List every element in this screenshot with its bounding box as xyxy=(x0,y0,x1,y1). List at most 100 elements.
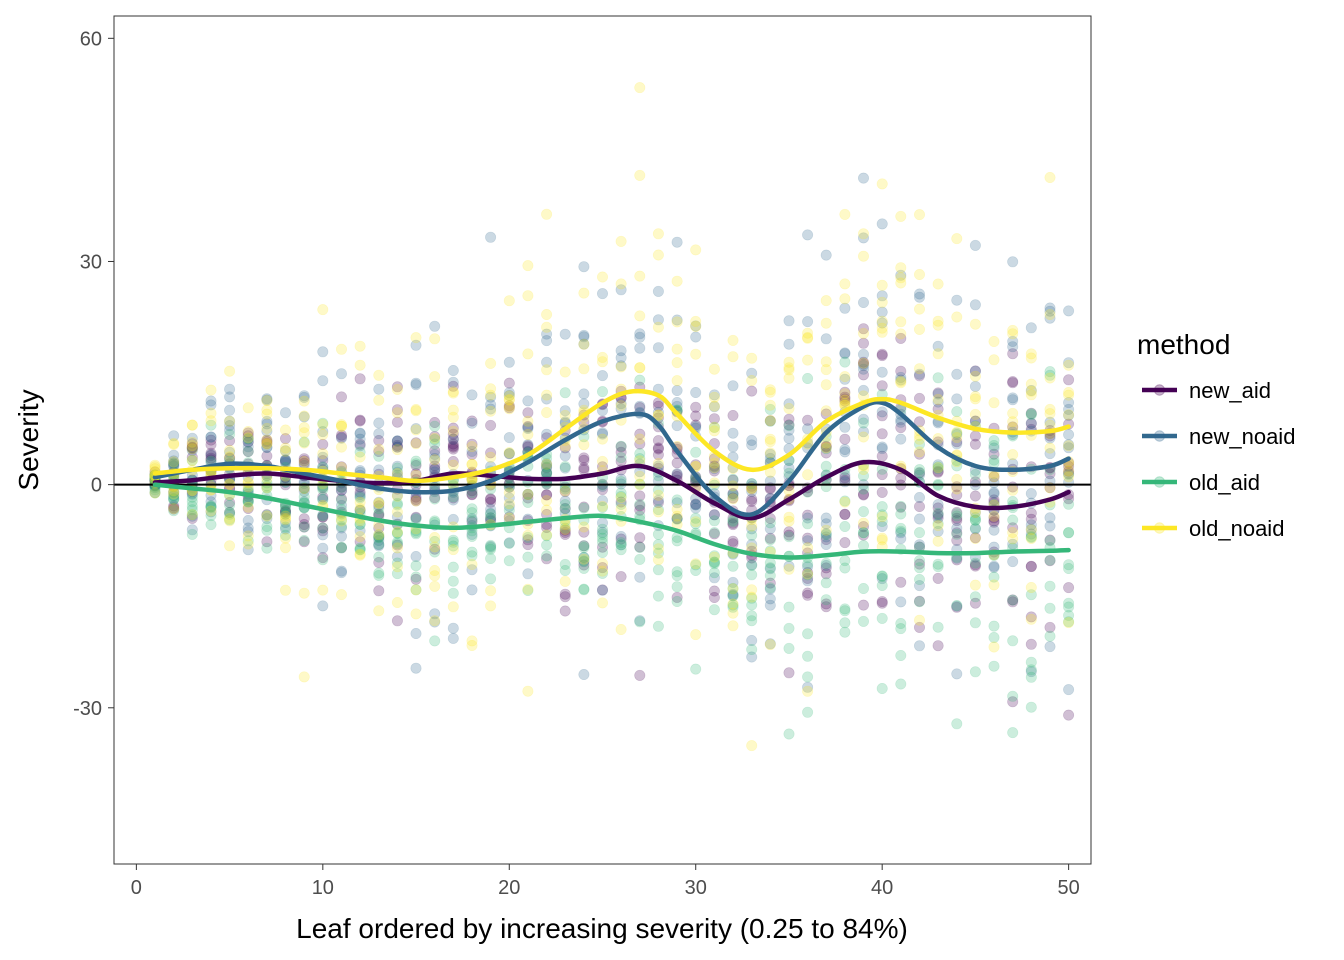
point-new_noaid xyxy=(652,285,664,297)
point-old_noaid xyxy=(391,542,403,554)
point-new_noaid xyxy=(746,439,758,451)
point-new_noaid xyxy=(485,231,497,243)
point-new_noaid xyxy=(615,530,627,542)
point-old_aid xyxy=(279,529,291,541)
point-old_noaid xyxy=(317,584,329,596)
point-old_aid xyxy=(690,512,702,524)
point-old_aid xyxy=(279,508,291,520)
point-old_aid xyxy=(1025,531,1037,543)
point-new_noaid xyxy=(857,232,869,244)
point-old_noaid xyxy=(690,244,702,256)
point-new_noaid xyxy=(857,413,869,425)
point-new_noaid xyxy=(503,356,515,368)
point-new_aid xyxy=(559,588,571,600)
point-old_aid xyxy=(410,560,422,572)
point-old_noaid xyxy=(503,400,515,412)
point-old_aid xyxy=(671,535,683,547)
point-new_noaid xyxy=(429,452,441,464)
point-new_aid xyxy=(1063,709,1075,721)
point-new_aid xyxy=(298,518,310,530)
point-new_noaid xyxy=(820,559,832,571)
point-new_noaid xyxy=(466,389,478,401)
point-old_noaid xyxy=(895,210,907,222)
point-old_aid xyxy=(261,542,273,554)
point-old_noaid xyxy=(224,415,236,427)
point-new_aid xyxy=(596,541,608,553)
point-old_aid xyxy=(764,403,776,415)
point-old_noaid xyxy=(261,404,273,416)
point-new_noaid xyxy=(951,600,963,612)
point-old_aid xyxy=(820,577,832,589)
point-old_aid xyxy=(708,604,720,616)
point-new_noaid xyxy=(503,492,515,504)
point-new_aid xyxy=(186,512,198,524)
point-new_noaid xyxy=(335,567,347,579)
point-new_aid xyxy=(820,441,832,453)
point-new_noaid xyxy=(168,449,180,461)
point-new_noaid xyxy=(1063,684,1075,696)
point-old_aid xyxy=(429,546,441,558)
point-new_aid xyxy=(242,427,254,439)
point-old_aid xyxy=(839,520,851,532)
point-new_noaid xyxy=(802,681,814,693)
point-old_aid xyxy=(1025,409,1037,421)
point-old_aid xyxy=(615,440,627,452)
point-old_noaid xyxy=(820,364,832,376)
point-new_noaid xyxy=(354,427,366,439)
point-new_aid xyxy=(205,449,217,461)
point-new_noaid xyxy=(205,431,217,443)
point-old_noaid xyxy=(410,405,422,417)
point-old_noaid xyxy=(1044,172,1056,184)
point-new_aid xyxy=(1025,507,1037,519)
point-new_aid xyxy=(522,492,534,504)
point-old_noaid xyxy=(802,469,814,481)
point-new_noaid xyxy=(1063,409,1075,421)
point-new_noaid xyxy=(839,446,851,458)
point-old_noaid xyxy=(764,384,776,396)
point-new_aid xyxy=(485,447,497,459)
point-old_noaid xyxy=(466,558,478,570)
point-old_noaid xyxy=(783,364,795,376)
point-new_noaid xyxy=(168,430,180,442)
point-old_aid xyxy=(1007,727,1019,739)
point-old_aid xyxy=(652,564,664,576)
point-old_aid xyxy=(354,542,366,554)
point-new_aid xyxy=(578,540,590,552)
point-old_aid xyxy=(764,562,776,574)
point-new_aid xyxy=(354,414,366,426)
point-old_aid xyxy=(205,501,217,513)
point-old_aid xyxy=(447,534,459,546)
point-old_noaid xyxy=(298,482,310,494)
point-old_noaid xyxy=(242,476,254,488)
point-new_aid xyxy=(615,571,627,583)
point-old_noaid xyxy=(429,531,441,543)
point-old_noaid xyxy=(652,409,664,421)
point-new_noaid xyxy=(671,396,683,408)
point-old_noaid xyxy=(708,425,720,437)
point-old_noaid xyxy=(522,488,534,500)
point-old_noaid xyxy=(541,364,553,376)
point-old_aid xyxy=(1044,369,1056,381)
point-new_aid xyxy=(1025,638,1037,650)
point-old_noaid xyxy=(410,495,422,507)
point-new_aid xyxy=(261,450,273,462)
point-new_aid xyxy=(522,441,534,453)
point-new_aid xyxy=(1044,555,1056,567)
point-new_noaid xyxy=(335,522,347,534)
point-old_aid xyxy=(932,463,944,475)
legend-label: new_aid xyxy=(1189,378,1271,403)
point-new_noaid xyxy=(746,434,758,446)
point-old_aid xyxy=(764,557,776,569)
point-old_aid xyxy=(895,617,907,629)
point-old_aid xyxy=(857,527,869,539)
point-new_noaid xyxy=(596,526,608,538)
point-old_noaid xyxy=(596,356,608,368)
point-new_aid xyxy=(186,441,198,453)
point-old_aid xyxy=(466,503,478,515)
point-old_aid xyxy=(969,522,981,534)
point-old_aid xyxy=(839,562,851,574)
point-old_aid xyxy=(317,522,329,534)
point-new_noaid xyxy=(783,560,795,572)
point-old_aid xyxy=(205,500,217,512)
point-new_aid xyxy=(466,415,478,427)
